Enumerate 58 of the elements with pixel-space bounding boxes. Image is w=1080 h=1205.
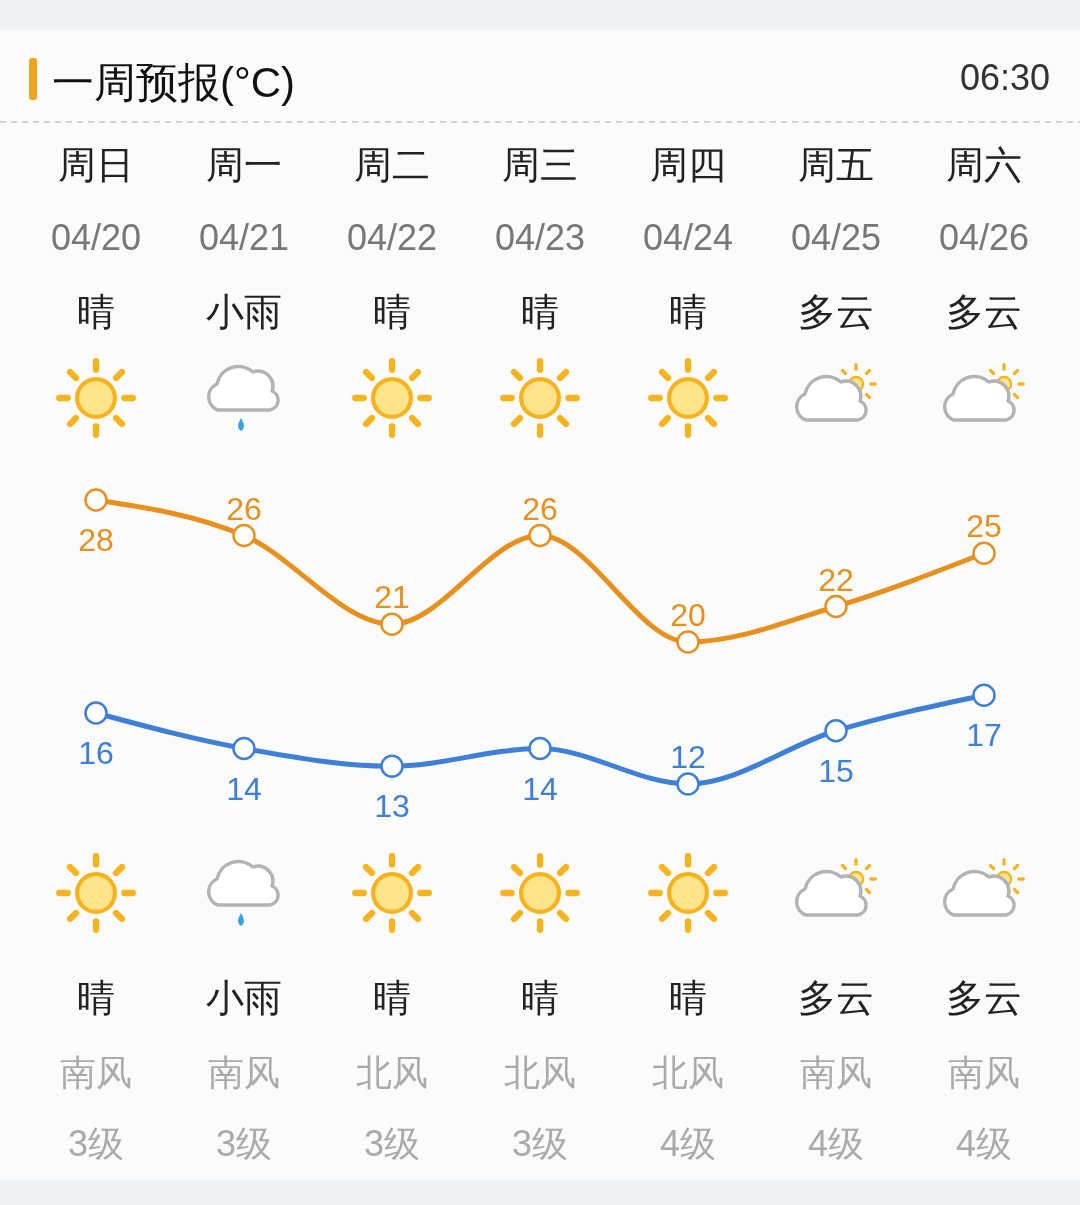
annotation: 4级 bbox=[660, 1123, 716, 1164]
annotation: 04/23 bbox=[494, 217, 586, 258]
x-tick-label: 周日 bbox=[58, 144, 134, 186]
chart-title: 一周预报(°C) bbox=[52, 59, 296, 106]
annotation: 多云 bbox=[946, 291, 1022, 333]
annotation: 小雨 bbox=[206, 977, 282, 1019]
annotation: 南风 bbox=[60, 1052, 132, 1093]
annotation: 晴 bbox=[373, 291, 411, 333]
annotation: 04/21 bbox=[198, 217, 290, 258]
annotation: 南风 bbox=[948, 1052, 1020, 1093]
x-tick-label: 周二 bbox=[354, 144, 430, 186]
data-label: 22 bbox=[818, 561, 854, 598]
annotation: 04/20 bbox=[50, 217, 142, 258]
x-tick-label: 周六 bbox=[946, 144, 1022, 186]
data-label: 20 bbox=[670, 597, 706, 633]
x-tick-label: 周四 bbox=[650, 144, 726, 186]
annotation: 南风 bbox=[800, 1052, 872, 1093]
data-label: 12 bbox=[670, 739, 706, 775]
annotation: 04/24 bbox=[642, 217, 734, 258]
annotation: 04/25 bbox=[790, 217, 882, 258]
x-tick-label: 周一 bbox=[206, 144, 282, 186]
annotation: 3级 bbox=[68, 1123, 124, 1164]
annotation: 北风 bbox=[356, 1052, 428, 1093]
annotation: 晴 bbox=[373, 977, 411, 1019]
annotation: 3级 bbox=[512, 1123, 568, 1164]
annotation: 晴 bbox=[77, 977, 115, 1019]
annotation: 晴 bbox=[669, 291, 707, 333]
annotation: 04/22 bbox=[346, 217, 438, 258]
data-label: 15 bbox=[818, 752, 854, 789]
data-label: 26 bbox=[522, 490, 558, 527]
data-label: 14 bbox=[226, 770, 262, 807]
annotation: 04/26 bbox=[938, 217, 1030, 258]
data-label: 25 bbox=[966, 508, 1002, 545]
data-label: 13 bbox=[374, 788, 410, 825]
x-tick-label: 周五 bbox=[798, 144, 874, 186]
x-tick-label: 周三 bbox=[502, 144, 578, 186]
annotation: 晴 bbox=[521, 291, 559, 333]
annotation: 晴 bbox=[669, 977, 707, 1019]
annotation: 小雨 bbox=[206, 291, 282, 333]
annotation: 4级 bbox=[956, 1123, 1012, 1164]
annotation: 晴 bbox=[521, 977, 559, 1019]
annotation: 南风 bbox=[208, 1052, 280, 1093]
data-label: 21 bbox=[374, 579, 410, 616]
data-label: 26 bbox=[226, 490, 262, 527]
annotation: 晴 bbox=[77, 291, 115, 333]
data-label: 14 bbox=[522, 770, 558, 807]
annotation: 3级 bbox=[216, 1123, 272, 1164]
data-label: 28 bbox=[78, 522, 114, 558]
annotation: 4级 bbox=[808, 1123, 864, 1164]
annotation: 多云 bbox=[798, 291, 874, 333]
data-label: 16 bbox=[78, 735, 114, 771]
data-label: 17 bbox=[966, 717, 1002, 754]
annotation: 3级 bbox=[364, 1123, 420, 1164]
annotation: 北风 bbox=[652, 1052, 724, 1093]
annotation: 多云 bbox=[946, 977, 1022, 1019]
annotation: 多云 bbox=[798, 977, 874, 1019]
annotation: 06:30 bbox=[959, 57, 1050, 98]
annotation: 北风 bbox=[504, 1052, 576, 1093]
